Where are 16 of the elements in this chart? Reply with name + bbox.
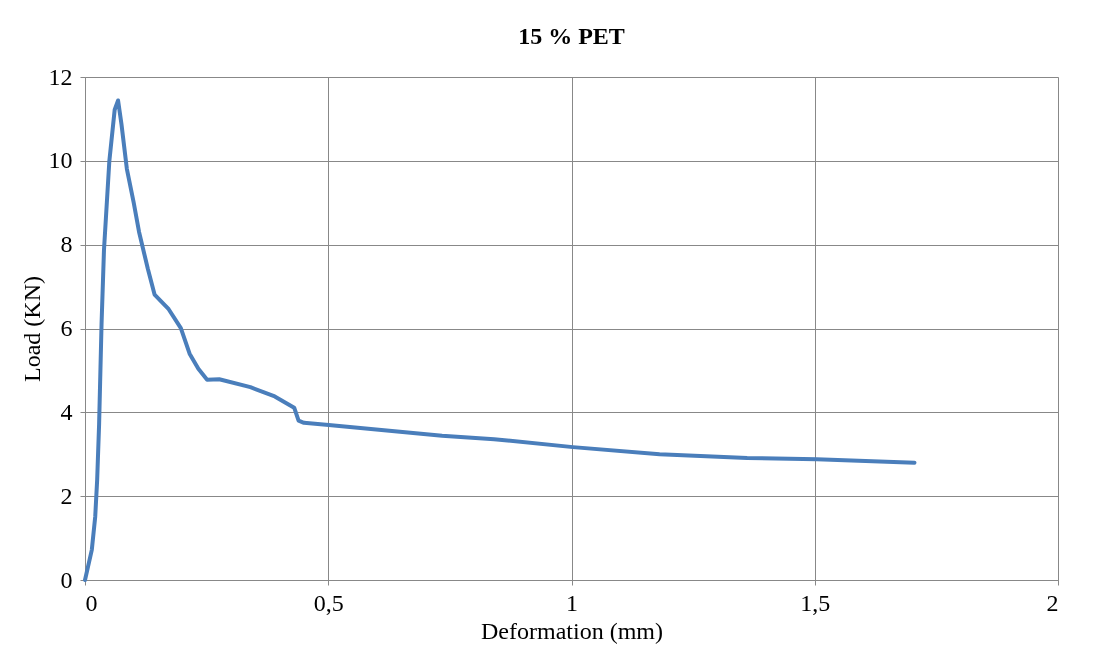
x-tick-label: 1 — [566, 589, 578, 616]
y-tick-label: 6 — [60, 315, 73, 341]
y-tick-label: 4 — [60, 398, 73, 425]
y-tick-label: 0 — [60, 566, 73, 593]
x-axis-title: Deformation (mm) — [481, 617, 663, 644]
y-tick-label: 10 — [48, 147, 73, 174]
y-tick-label: 2 — [60, 482, 73, 509]
x-tick-label: 2 — [1046, 589, 1059, 616]
y-axis-title: Load (KN) — [18, 276, 45, 382]
y-tick-label: 8 — [60, 231, 73, 258]
line-series — [83, 98, 917, 582]
chart-title: 15 % PET — [518, 23, 625, 49]
y-tick-label: 12 — [48, 63, 73, 90]
x-tick-label: 1,5 — [800, 589, 831, 616]
x-tick-label: 0 — [85, 589, 98, 616]
x-tick-label: 0,5 — [313, 589, 344, 616]
